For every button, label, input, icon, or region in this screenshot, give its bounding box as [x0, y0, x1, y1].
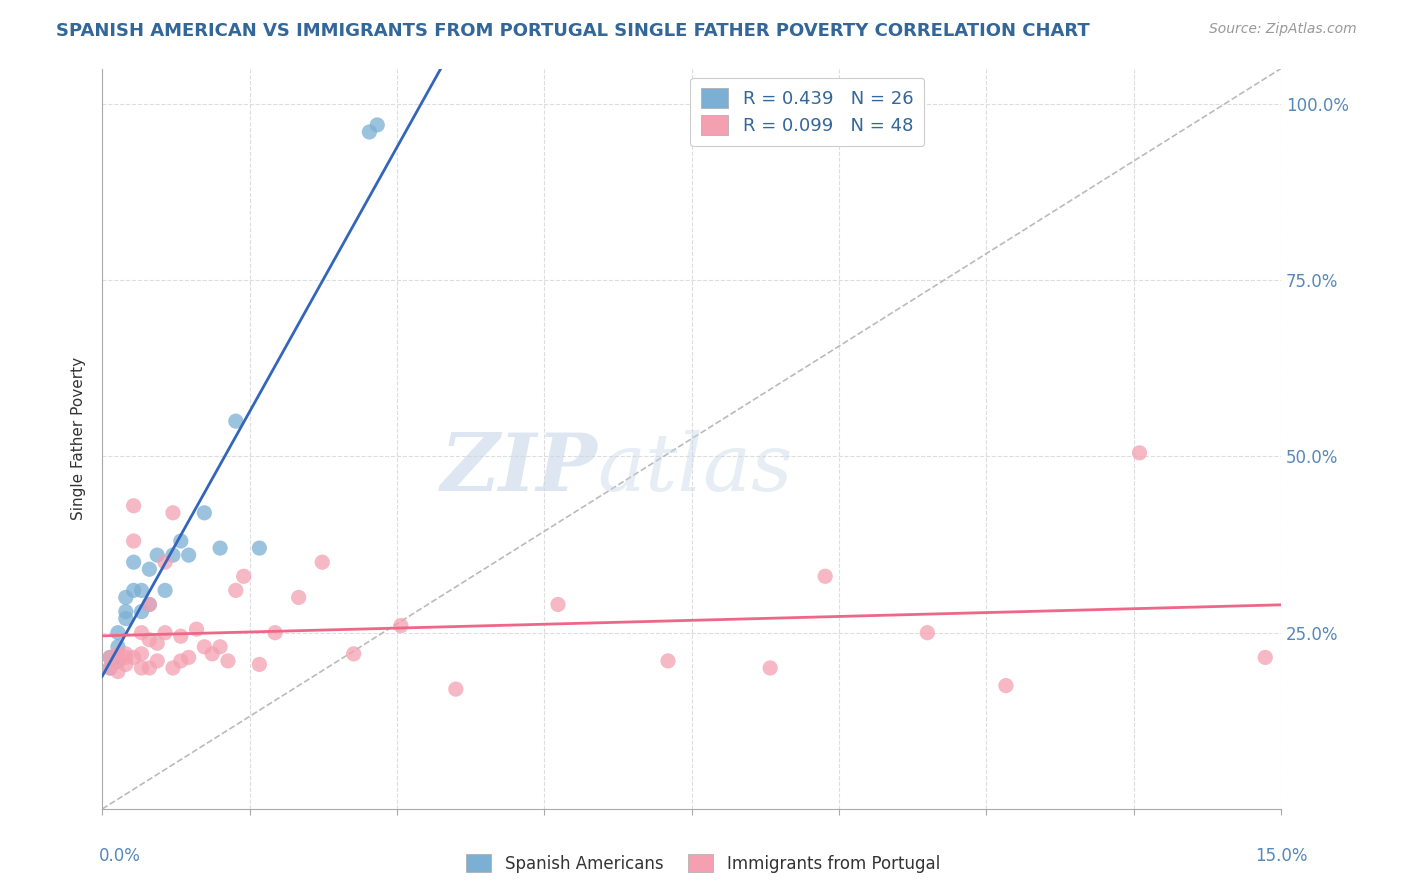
Point — [114, 657, 136, 672]
Point — [107, 654, 129, 668]
Point — [122, 650, 145, 665]
Point — [114, 647, 136, 661]
Point — [311, 555, 333, 569]
Point — [138, 632, 160, 647]
Point — [138, 598, 160, 612]
Point — [114, 611, 136, 625]
Point — [162, 506, 184, 520]
Point — [359, 125, 381, 139]
Point — [264, 625, 287, 640]
Point — [107, 654, 129, 668]
Point — [146, 548, 169, 562]
Point — [217, 654, 239, 668]
Point — [209, 541, 232, 555]
Point — [162, 548, 184, 562]
Point — [343, 647, 366, 661]
Point — [917, 625, 939, 640]
Point — [170, 629, 193, 643]
Point — [759, 661, 782, 675]
Point — [814, 569, 837, 583]
Point — [114, 650, 136, 665]
Point — [225, 414, 247, 428]
Legend: Spanish Americans, Immigrants from Portugal: Spanish Americans, Immigrants from Portu… — [460, 847, 946, 880]
Point — [547, 598, 569, 612]
Point — [98, 661, 121, 675]
Point — [247, 541, 270, 555]
Text: atlas: atlas — [598, 430, 793, 508]
Point — [146, 636, 169, 650]
Point — [247, 657, 270, 672]
Point — [444, 682, 467, 697]
Point — [994, 679, 1017, 693]
Point — [657, 654, 679, 668]
Text: SPANISH AMERICAN VS IMMIGRANTS FROM PORTUGAL SINGLE FATHER POVERTY CORRELATION C: SPANISH AMERICAN VS IMMIGRANTS FROM PORT… — [56, 22, 1090, 40]
Point — [107, 647, 129, 661]
Point — [98, 661, 121, 675]
Point — [389, 618, 412, 632]
Point — [107, 640, 129, 654]
Point — [287, 591, 309, 605]
Point — [98, 650, 121, 665]
Text: ZIP: ZIP — [440, 430, 598, 508]
Text: 15.0%: 15.0% — [1256, 847, 1308, 865]
Point — [138, 661, 160, 675]
Point — [232, 569, 254, 583]
Point — [170, 534, 193, 549]
Point — [122, 583, 145, 598]
Y-axis label: Single Father Poverty: Single Father Poverty — [72, 357, 86, 520]
Point — [138, 562, 160, 576]
Point — [1128, 446, 1150, 460]
Point — [114, 605, 136, 619]
Point — [107, 665, 129, 679]
Point — [114, 591, 136, 605]
Point — [107, 625, 129, 640]
Point — [209, 640, 232, 654]
Point — [131, 661, 153, 675]
Point — [122, 534, 145, 549]
Point — [186, 622, 208, 636]
Text: Source: ZipAtlas.com: Source: ZipAtlas.com — [1209, 22, 1357, 37]
Point — [177, 548, 200, 562]
Point — [107, 654, 129, 668]
Text: 0.0%: 0.0% — [98, 847, 141, 865]
Point — [225, 583, 247, 598]
Point — [131, 625, 153, 640]
Point — [366, 118, 388, 132]
Point — [193, 640, 215, 654]
Point — [153, 625, 176, 640]
Point — [131, 583, 153, 598]
Point — [131, 605, 153, 619]
Point — [201, 647, 224, 661]
Point — [153, 583, 176, 598]
Point — [193, 506, 215, 520]
Point — [1254, 650, 1277, 665]
Point — [153, 555, 176, 569]
Point — [138, 598, 160, 612]
Legend: R = 0.439   N = 26, R = 0.099   N = 48: R = 0.439 N = 26, R = 0.099 N = 48 — [690, 78, 924, 146]
Point — [162, 661, 184, 675]
Point — [131, 647, 153, 661]
Point — [122, 499, 145, 513]
Point — [98, 650, 121, 665]
Point — [177, 650, 200, 665]
Point — [170, 654, 193, 668]
Point — [146, 654, 169, 668]
Point — [122, 555, 145, 569]
